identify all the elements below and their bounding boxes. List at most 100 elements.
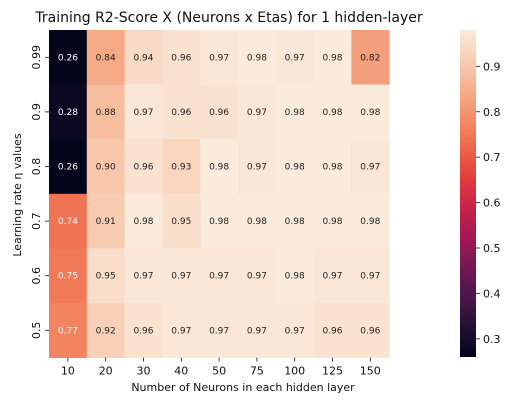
heatmap-cell: [49, 139, 88, 195]
heatmap-cells: 0.26 0.84 0.94 0.96 0.97 0.98 0.97 0.98 0.82 0.28…: [49, 30, 390, 358]
cell-value-label: 0.96: [171, 53, 191, 63]
x-tick-label: 125: [322, 365, 343, 378]
cell-value-label: 0.97: [322, 272, 342, 282]
cell-value-label: 0.97: [285, 53, 305, 63]
heatmap-cell: [351, 248, 390, 304]
heatmap-cell: [162, 193, 201, 249]
heatmap-cell: [275, 30, 314, 85]
cell-value-label: 0.97: [209, 326, 229, 336]
cell-value-label: 0.97: [133, 108, 153, 118]
heatmap-cell: [200, 248, 239, 304]
heatmap-cell: [49, 248, 88, 304]
cell-value-label: 0.98: [322, 108, 342, 118]
heatmap-cell: [238, 193, 277, 249]
cell-value-label: 0.91: [96, 217, 116, 227]
y-tick-label: 0.9: [30, 103, 43, 121]
heatmap-cell: [86, 303, 125, 358]
heatmap-cell: [86, 193, 125, 249]
heatmap-cell: [313, 84, 352, 140]
colorbar-gradient: [460, 30, 476, 357]
cell-value-label: 0.88: [96, 108, 116, 118]
heatmap-cell: [162, 248, 201, 304]
heatmap-cell: [351, 303, 390, 358]
cell-value-label: 0.98: [322, 217, 342, 227]
heatmap-cell: [162, 30, 201, 85]
heatmap-cell: [49, 303, 88, 358]
x-tick-label: 30: [137, 365, 151, 378]
heatmap-cell: [124, 248, 163, 304]
x-tick-label: 20: [99, 365, 113, 378]
colorbar-tick-label: 0.5: [483, 242, 501, 255]
y-tick-label: 0.99: [30, 45, 43, 70]
cell-value-label: 0.74: [58, 217, 78, 227]
heatmap-cell: [124, 84, 163, 140]
cell-value-label: 0.97: [247, 326, 267, 336]
heatmap-cell: [86, 84, 125, 140]
cell-value-label: 0.97: [133, 272, 153, 282]
cell-value-label: 0.26: [58, 163, 78, 173]
heatmap-cell: [351, 84, 390, 140]
cell-value-label: 0.97: [171, 326, 191, 336]
heatmap-cell: [200, 303, 239, 358]
cell-value-label: 0.93: [171, 163, 191, 173]
heatmap-cell: [162, 139, 201, 195]
heatmap-cell: [200, 139, 239, 195]
cell-value-label: 0.98: [247, 217, 267, 227]
heatmap-cell: [124, 30, 163, 85]
cell-value-label: 0.97: [209, 272, 229, 282]
cell-value-label: 0.98: [285, 108, 305, 118]
heatmap-cell: [162, 303, 201, 358]
cell-value-label: 0.77: [58, 326, 78, 336]
cell-value-label: 0.96: [133, 163, 153, 173]
heatmap-cell: [275, 193, 314, 249]
cell-value-label: 0.98: [209, 163, 229, 173]
cell-value-label: 0.98: [285, 272, 305, 282]
heatmap-cell: [275, 84, 314, 140]
heatmap-cell: [275, 303, 314, 358]
heatmap-cell: [86, 139, 125, 195]
x-tick-label: 150: [360, 365, 381, 378]
cell-value-label: 0.96: [360, 326, 380, 336]
y-tick-label: 0.8: [30, 158, 43, 176]
heatmap-cell: [313, 248, 352, 304]
heatmap-cell: [238, 303, 277, 358]
heatmap-cell: [313, 193, 352, 249]
cell-value-label: 0.96: [133, 326, 153, 336]
cell-value-label: 0.96: [209, 108, 229, 118]
heatmap-cell: [49, 84, 88, 140]
cell-value-label: 0.97: [209, 53, 229, 63]
cell-value-label: 0.96: [322, 326, 342, 336]
cell-value-label: 0.97: [171, 272, 191, 282]
x-tick-label: 100: [284, 365, 305, 378]
heatmap-cell: [49, 193, 88, 249]
colorbar-tick-label: 0.9: [483, 60, 501, 73]
heatmap-cell: [124, 193, 163, 249]
cell-value-label: 0.97: [360, 272, 380, 282]
cell-value-label: 0.84: [96, 53, 116, 63]
heatmap-cell: [313, 303, 352, 358]
heatmap-cell: [200, 193, 239, 249]
cell-value-label: 0.75: [58, 272, 78, 282]
cell-value-label: 0.97: [247, 108, 267, 118]
colorbar-tick-label: 0.7: [483, 151, 501, 164]
cell-value-label: 0.82: [360, 53, 380, 63]
heatmap-cell: [275, 248, 314, 304]
cell-value-label: 0.97: [285, 326, 305, 336]
cell-value-label: 0.94: [133, 53, 153, 63]
x-tick-label: 75: [250, 365, 264, 378]
cell-value-label: 0.92: [96, 326, 116, 336]
cell-value-label: 0.98: [322, 53, 342, 63]
heatmap-cell: [351, 193, 390, 249]
x-tick-label: 10: [61, 365, 75, 378]
heatmap-cell: [238, 139, 277, 195]
colorbar: 0.3 0.4 0.5 0.6 0.7 0.8 0.9: [460, 30, 501, 357]
cell-value-label: 0.98: [360, 217, 380, 227]
heatmap-cell: [313, 139, 352, 195]
cell-value-label: 0.95: [96, 272, 116, 282]
cell-value-label: 0.98: [322, 163, 342, 173]
heatmap-cell: [238, 30, 277, 85]
heatmap-cell: [238, 248, 277, 304]
heatmap-cell: [238, 84, 277, 140]
cell-value-label: 0.98: [209, 217, 229, 227]
cell-value-label: 0.26: [58, 53, 78, 63]
